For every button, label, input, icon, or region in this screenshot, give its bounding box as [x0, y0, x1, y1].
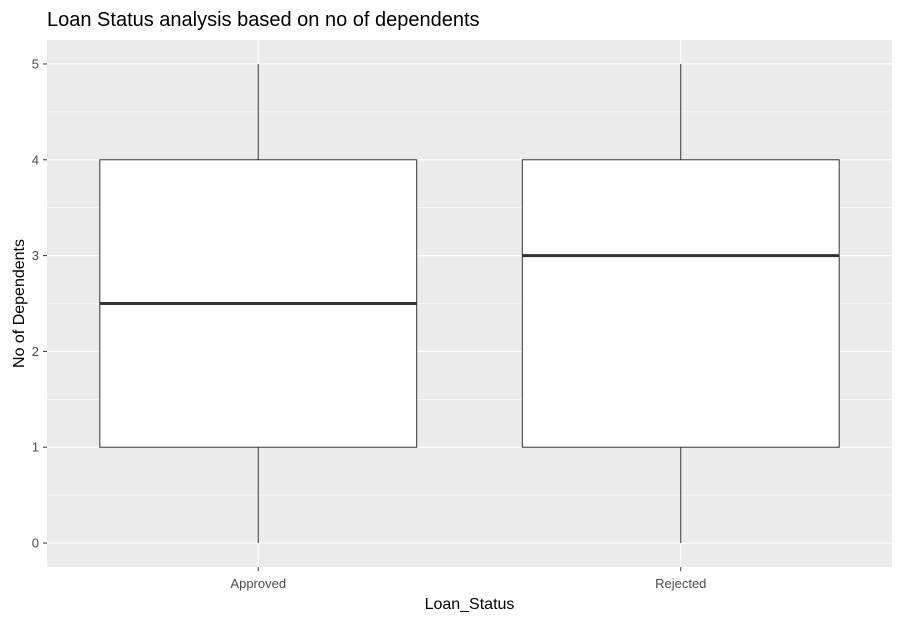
y-tick-label: 4 [32, 152, 39, 167]
x-axis-title: Loan_Status [425, 596, 515, 613]
y-axis-title: No of Dependents [11, 239, 28, 368]
boxes-layer [99, 63, 840, 544]
y-axis: 0 1 2 3 4 5 [32, 56, 47, 551]
y-tick-label: 5 [32, 56, 39, 71]
chart-title: Loan Status analysis based on no of depe… [47, 9, 480, 31]
box-rejected [521, 159, 840, 448]
x-axis: Approved Rejected [230, 567, 706, 591]
y-tick-label: 2 [32, 344, 39, 359]
y-tick-label: 3 [32, 248, 39, 263]
x-tick-label: Approved [230, 576, 286, 591]
y-tick-label: 0 [32, 536, 39, 551]
y-tick-label: 1 [32, 440, 39, 455]
x-tick-label: Rejected [655, 576, 706, 591]
